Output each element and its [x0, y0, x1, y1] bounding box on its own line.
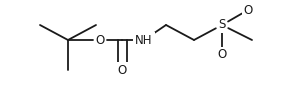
Text: O: O [217, 48, 227, 61]
Text: O: O [95, 33, 105, 46]
Text: O: O [117, 63, 127, 77]
Text: S: S [218, 18, 226, 31]
Text: O: O [243, 3, 253, 16]
Text: NH: NH [135, 33, 153, 46]
